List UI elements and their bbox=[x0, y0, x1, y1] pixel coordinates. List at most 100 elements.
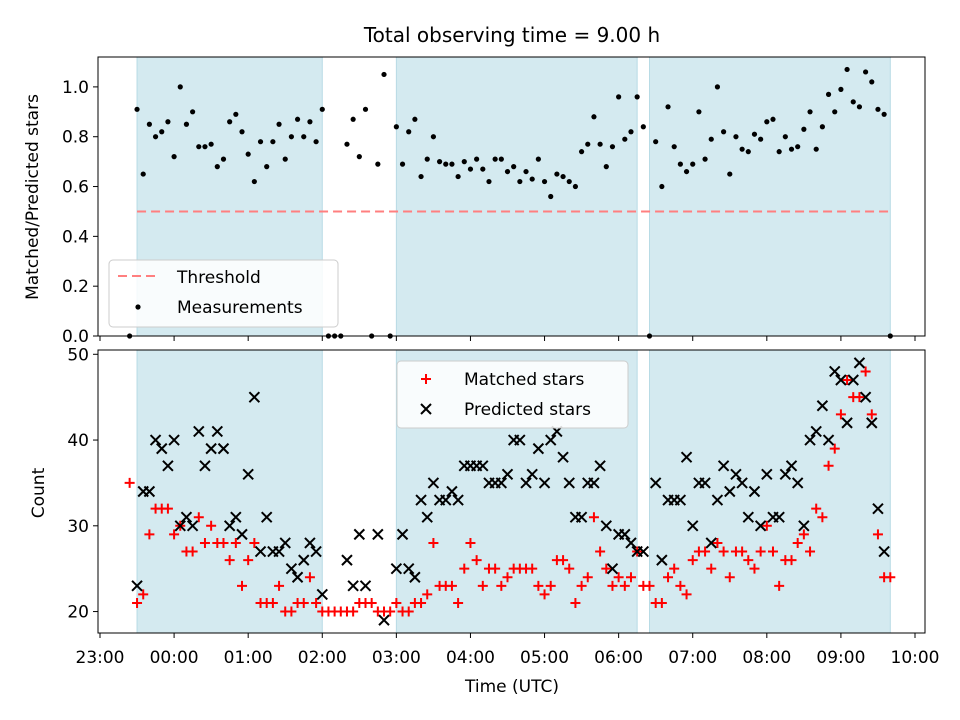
measurement-point bbox=[714, 84, 721, 90]
measurement-point bbox=[844, 66, 850, 73]
measurement-point bbox=[344, 141, 350, 147]
matched-star-point bbox=[817, 512, 828, 523]
predicted-star-point bbox=[526, 468, 538, 481]
matched-star-point bbox=[545, 580, 556, 591]
predicted-star-point bbox=[180, 511, 193, 523]
measurement-point bbox=[869, 79, 875, 85]
measurement-point bbox=[745, 149, 751, 155]
measurement-point bbox=[758, 136, 764, 142]
predicted-star-point bbox=[520, 477, 532, 489]
matched-star-point bbox=[391, 597, 402, 608]
matched-star-point bbox=[829, 443, 840, 454]
measurement-point bbox=[208, 141, 214, 147]
predicted-star-point bbox=[421, 511, 433, 523]
measurement-point bbox=[375, 161, 381, 167]
measurement-point bbox=[825, 91, 832, 97]
matched-star-point bbox=[835, 409, 846, 420]
measurement-point bbox=[696, 109, 702, 115]
predicted-star-point bbox=[372, 528, 384, 541]
predicted-star-point bbox=[378, 614, 390, 626]
predicted-star-point bbox=[199, 460, 211, 472]
measurement-point bbox=[288, 134, 295, 140]
bottom-x-tick-label: 08:00 bbox=[742, 648, 791, 668]
predicted-star-point bbox=[705, 537, 717, 549]
legend-predicted-label: Predicted stars bbox=[464, 400, 591, 420]
measurement-point bbox=[474, 156, 480, 162]
matched-star-point bbox=[311, 597, 322, 608]
predicted-star-point bbox=[260, 511, 273, 523]
measurement-point bbox=[535, 156, 541, 162]
matched-star-point bbox=[588, 512, 599, 523]
measurement-point bbox=[233, 111, 239, 117]
matched-star-point bbox=[558, 555, 569, 566]
legend-matched-swatch bbox=[421, 374, 431, 384]
predicted-star-point bbox=[798, 520, 810, 532]
top-panel: 0.0 0.2 0.4 0.6 0.8 1.0 Total observing time … bbox=[23, 23, 926, 347]
predicted-star-point bbox=[217, 442, 230, 455]
predicted-star-point bbox=[545, 434, 557, 446]
predicted-star-point bbox=[816, 400, 829, 412]
predicted-star-point bbox=[637, 545, 650, 558]
measurement-point bbox=[350, 116, 356, 122]
matched-star-point bbox=[453, 597, 464, 608]
matched-star-point bbox=[132, 597, 143, 608]
matched-star-point bbox=[811, 503, 822, 514]
measurement-point bbox=[245, 151, 251, 157]
predicted-star-point bbox=[761, 468, 773, 481]
measurement-point bbox=[486, 178, 492, 185]
matched-star-point bbox=[348, 606, 359, 617]
matched-star-point bbox=[607, 580, 618, 591]
predicted-star-point bbox=[149, 434, 162, 446]
matched-star-point bbox=[601, 563, 612, 574]
predicted-star-point bbox=[872, 502, 884, 515]
measurement-point bbox=[511, 164, 517, 170]
shaded-interval bbox=[649, 56, 891, 337]
predicted-star-point bbox=[236, 528, 248, 541]
measurement-point bbox=[856, 104, 863, 110]
predicted-star-point bbox=[717, 460, 730, 472]
matched-star-point bbox=[860, 366, 871, 377]
predicted-star-point bbox=[687, 520, 699, 532]
matched-star-point bbox=[193, 512, 204, 523]
measurement-point bbox=[609, 144, 616, 150]
measurement-point bbox=[708, 136, 714, 142]
bottom-x-tick-label: 00:00 bbox=[150, 648, 199, 668]
matched-star-point bbox=[237, 580, 248, 591]
matched-star-point bbox=[866, 409, 877, 420]
predicted-star-point bbox=[557, 451, 569, 463]
legend-measurements-swatch bbox=[135, 304, 141, 310]
matched-star-point bbox=[477, 580, 488, 591]
matched-star-point bbox=[854, 392, 865, 403]
top-y-ticks: 0.0 0.2 0.4 0.6 0.8 1.0 bbox=[62, 78, 98, 347]
bottom-legend-box bbox=[396, 360, 629, 429]
predicted-star-point bbox=[853, 357, 866, 369]
top-legend: Threshold Measurements bbox=[108, 259, 339, 328]
matched-star-point bbox=[446, 580, 457, 591]
measurement-point bbox=[659, 183, 665, 190]
measurement-point bbox=[152, 134, 159, 140]
predicted-star-point bbox=[168, 434, 180, 446]
measurement-point bbox=[727, 171, 733, 177]
predicted-star-point bbox=[699, 477, 711, 489]
predicted-star-point bbox=[656, 554, 668, 566]
measurement-point bbox=[492, 156, 498, 162]
measurement-point bbox=[159, 129, 165, 135]
matched-star-point bbox=[490, 563, 501, 574]
predicted-star-point bbox=[804, 434, 816, 446]
predicted-star-point bbox=[866, 417, 878, 429]
predicted-star-point bbox=[341, 554, 353, 566]
matched-star-point bbox=[576, 580, 587, 591]
predicted-star-point bbox=[390, 562, 403, 575]
bottom-y-ticks: 20 30 40 50 bbox=[67, 345, 98, 623]
measurement-point bbox=[183, 121, 190, 127]
top-y-tick-label: 1.0 bbox=[62, 78, 89, 98]
measurement-point bbox=[764, 119, 770, 125]
matched-star-point bbox=[564, 563, 575, 574]
matched-star-point bbox=[465, 537, 476, 548]
matched-star-point bbox=[718, 546, 729, 557]
measurement-point bbox=[356, 154, 362, 160]
matched-star-point bbox=[613, 572, 624, 583]
measurement-point bbox=[307, 119, 313, 125]
predicted-star-point bbox=[273, 545, 285, 558]
predicted-star-point bbox=[514, 434, 526, 446]
